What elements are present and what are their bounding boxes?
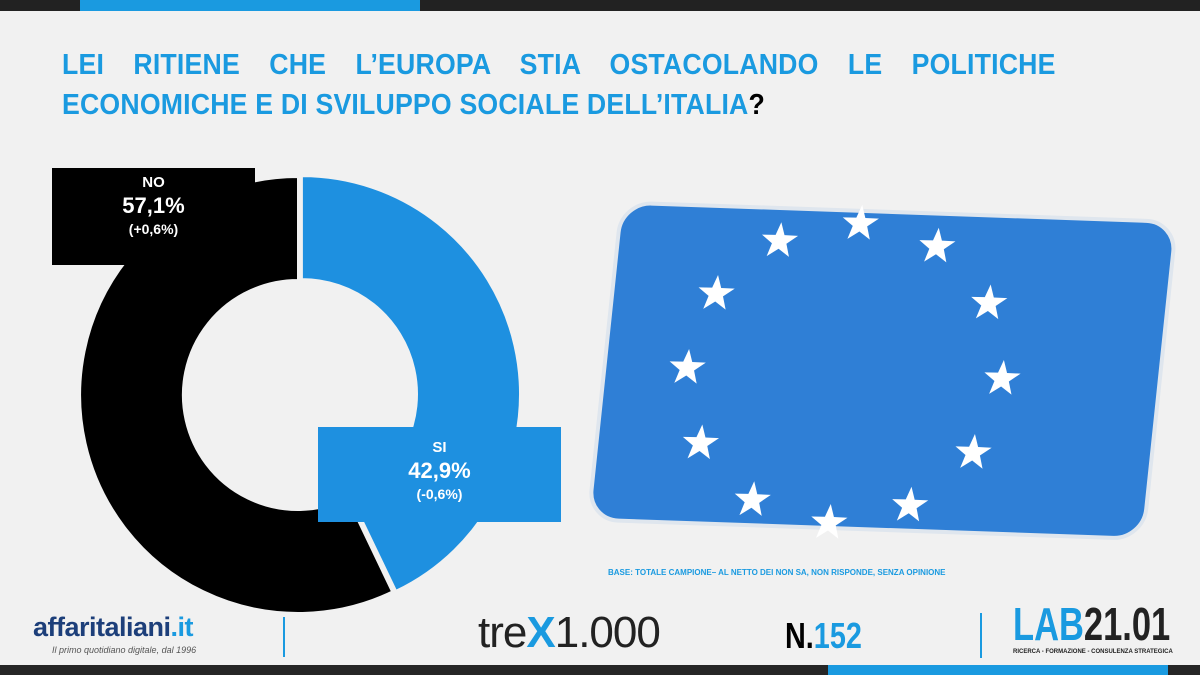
- bottom-accent: [828, 665, 1168, 675]
- affari-name: affaritaliani: [33, 612, 171, 642]
- label-no: NO 57,1% (+0,6%): [52, 168, 255, 265]
- star-icon: [734, 481, 771, 516]
- lab-tagline: RICERCA - FORMAZIONE - CONSULENZA STRATE…: [1013, 649, 1173, 655]
- divider: [283, 617, 285, 657]
- question-title: LEI RITIENE CHE L’EUROPA STIA OSTACOLAND…: [62, 45, 1056, 125]
- star-icon: [682, 424, 720, 460]
- trex-x: X: [526, 608, 555, 657]
- trex-post: 1.000: [554, 608, 661, 657]
- star-icon: [698, 274, 735, 310]
- top-bar: [0, 0, 1200, 11]
- eu-flag-image: [589, 201, 1176, 540]
- star-icon: [811, 504, 848, 539]
- affaritaliani-logo: affaritaliani.it: [33, 612, 194, 643]
- trex-logo: treX1.000: [478, 608, 661, 658]
- trex-pre: tre: [478, 608, 527, 657]
- label-si-change: (-0,6%): [416, 486, 463, 502]
- number-value: 152: [813, 615, 862, 656]
- bottom-bar: [0, 665, 1200, 675]
- label-no-name: NO: [142, 174, 165, 191]
- lab-b: 21.01: [1083, 598, 1171, 650]
- title-qmark: ?: [748, 89, 766, 121]
- top-accent: [80, 0, 420, 11]
- label-si-name: SI: [432, 439, 447, 456]
- lab2101-logo: LAB21.01: [1013, 600, 1170, 648]
- issue-number: N.152: [785, 615, 862, 657]
- star-icon: [892, 486, 929, 522]
- star-icon: [984, 359, 1021, 395]
- star-icon: [669, 348, 706, 384]
- lab-a: LAB: [1013, 598, 1084, 650]
- label-si-value: 42,9%: [408, 458, 471, 483]
- label-no-value: 57,1%: [122, 193, 185, 218]
- affari-tagline: Il primo quotidiano digitale, dal 1996: [52, 645, 197, 655]
- title-text: LEI RITIENE CHE L’EUROPA STIA OSTACOLAND…: [62, 49, 1056, 121]
- label-si: SI 42,9% (-0,6%): [318, 427, 561, 522]
- divider: [980, 613, 982, 658]
- number-prefix: N.: [785, 615, 814, 656]
- star-icon: [971, 284, 1008, 320]
- star-icon: [955, 434, 992, 469]
- base-note: BASE: TOTALE CAMPIONE– AL NETTO DEI NON …: [608, 568, 946, 577]
- star-icon: [842, 204, 879, 240]
- label-no-change: (+0,6%): [128, 221, 179, 237]
- star-icon: [919, 227, 956, 263]
- affari-tld: .it: [170, 612, 194, 642]
- star-icon: [761, 222, 799, 257]
